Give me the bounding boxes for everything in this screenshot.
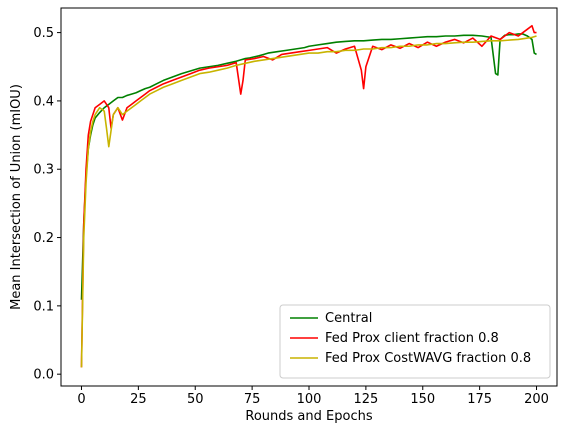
- axes-layer: 0 25 50 75 100 125 150 175 200 0.0 0.1 0.2 0.3 0.4 0.5: [33, 26, 549, 407]
- legend-box: [279, 304, 551, 379]
- y-tick-label: 0.2: [33, 231, 54, 246]
- y-tick-label: 0.4: [33, 94, 54, 109]
- x-axis-label: Rounds and Epochs: [245, 409, 372, 424]
- x-tick-label: 0: [77, 392, 85, 407]
- series-layer: [80, 24, 537, 368]
- x-tick-label: 150: [410, 392, 435, 407]
- legend-label-fed-prox-costwavg: Fed Prox CostWAVG fraction 0.8: [325, 351, 531, 366]
- x-tick-label: 25: [130, 392, 147, 407]
- x-tick-label: 175: [467, 392, 492, 407]
- x-tick-label: 125: [353, 392, 378, 407]
- series-line-0: [80, 33, 537, 300]
- x-tick-label: 100: [297, 392, 322, 407]
- x-tick-label: 50: [187, 392, 204, 407]
- legend-label-central: Central: [325, 311, 372, 326]
- x-tick-label: 75: [244, 392, 261, 407]
- y-tick-label: 0.3: [33, 163, 54, 178]
- legend: Central Fed Prox client fraction 0.8 Fed…: [279, 304, 551, 379]
- y-tick-label: 0.5: [33, 26, 54, 41]
- series-line-2: [80, 35, 537, 368]
- y-tick-label: 0.0: [33, 368, 54, 383]
- y-axis-label: Mean Intersection of Union (mIOU): [9, 84, 24, 310]
- legend-label-fed-prox-client: Fed Prox client fraction 0.8: [325, 331, 499, 346]
- x-tick-label: 200: [524, 392, 549, 407]
- y-tick-label: 0.1: [33, 299, 54, 314]
